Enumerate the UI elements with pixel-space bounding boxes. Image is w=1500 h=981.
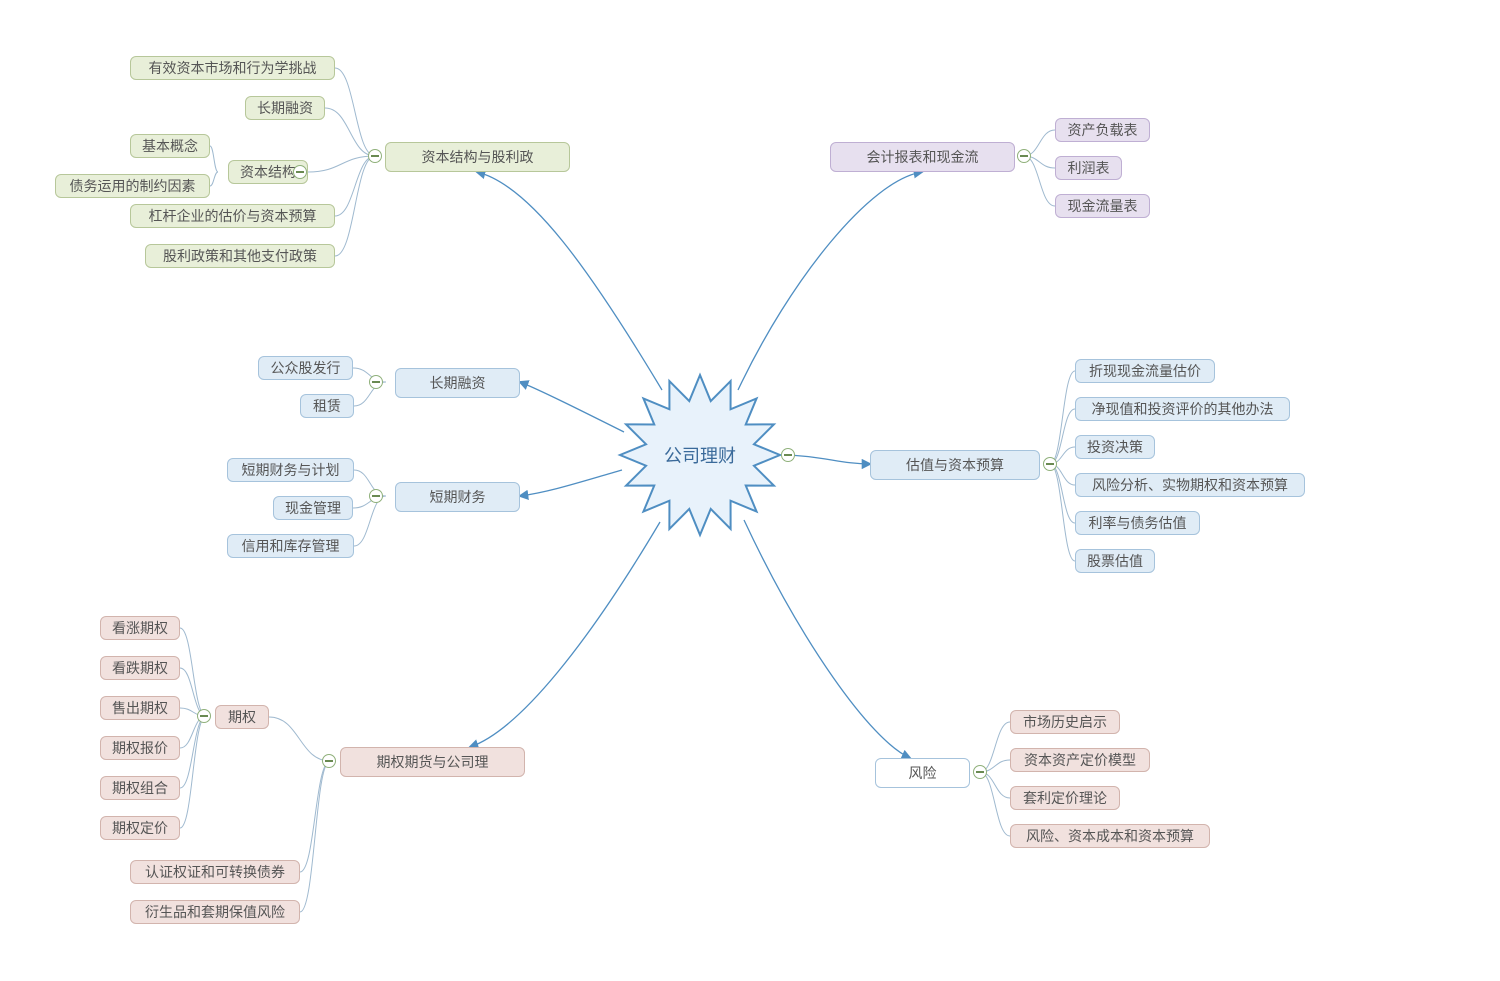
branch-valuation-label: 估值与资本预算: [906, 455, 1004, 475]
leaf-accounting-1-label: 利润表: [1068, 158, 1110, 178]
leaf-options-0-2-label: 售出期权: [112, 698, 168, 718]
branch-accounting[interactable]: 会计报表和现金流: [830, 142, 1015, 172]
leaf-accounting-0[interactable]: 资产负载表: [1055, 118, 1150, 142]
leaf-accounting-2-label: 现金流量表: [1068, 196, 1138, 216]
leaf-capstruct-0[interactable]: 有效资本市场和行为学挑战: [130, 56, 335, 80]
leaf-valuation-0[interactable]: 折现现金流量估价: [1075, 359, 1215, 383]
leaf-options-0-1-label: 看跌期权: [112, 658, 168, 678]
leaf-risk-1-label: 资本资产定价模型: [1024, 750, 1136, 770]
mindmap-canvas: 公司理财估值与资本预算 折现现金流量估价净现值和投资评价的其他办法投资决策风险分析…: [0, 0, 1500, 981]
leaf-options-0-3[interactable]: 期权报价: [100, 736, 180, 760]
branch-capstruct[interactable]: 资本结构与股利政: [385, 142, 570, 172]
leaf-capstruct-4[interactable]: 股利政策和其他支付政策: [145, 244, 335, 268]
leaf-longterm-0[interactable]: 公众股发行: [258, 356, 353, 380]
leaf-shortterm-1[interactable]: 现金管理: [273, 496, 353, 520]
leaf-options-0-5[interactable]: 期权定价: [100, 816, 180, 840]
branch-options-label: 期权期货与公司理: [377, 752, 489, 772]
leaf-longterm-1[interactable]: 租赁: [300, 394, 354, 418]
leaf-risk-0-label: 市场历史启示: [1023, 712, 1107, 732]
collapse-toggle-2[interactable]: [973, 765, 987, 779]
leaf-options-0-4[interactable]: 期权组合: [100, 776, 180, 800]
leaf-options-0-0[interactable]: 看涨期权: [100, 616, 180, 640]
leaf-risk-3[interactable]: 风险、资本成本和资本预算: [1010, 824, 1210, 848]
leaf-capstruct-2-1[interactable]: 债务运用的制约因素: [55, 174, 210, 198]
leaf-risk-0[interactable]: 市场历史启示: [1010, 710, 1120, 734]
leaf-accounting-0-label: 资产负载表: [1068, 120, 1138, 140]
leaf-risk-2[interactable]: 套利定价理论: [1010, 786, 1120, 810]
leaf-longterm-1-label: 租赁: [313, 396, 341, 416]
leaf-shortterm-2-label: 信用和库存管理: [242, 536, 340, 556]
branch-longterm-label: 长期融资: [430, 373, 486, 393]
leaf-capstruct-3[interactable]: 杠杆企业的估价与资本预算: [130, 204, 335, 228]
leaf-options-2-label: 衍生品和套期保值风险: [145, 902, 285, 922]
branch-accounting-label: 会计报表和现金流: [867, 147, 979, 167]
leaf-capstruct-2-label: 资本结构: [240, 162, 296, 182]
leaf-options-0-3-label: 期权报价: [112, 738, 168, 758]
leaf-valuation-4-label: 利率与债务估值: [1089, 513, 1187, 533]
collapse-toggle-9[interactable]: [197, 709, 211, 723]
branch-risk[interactable]: 风险: [875, 758, 970, 788]
collapse-toggle-3[interactable]: [1017, 149, 1031, 163]
leaf-risk-2-label: 套利定价理论: [1023, 788, 1107, 808]
center-node-label[interactable]: 公司理财: [664, 442, 736, 468]
leaf-capstruct-2-0[interactable]: 基本概念: [130, 134, 210, 158]
branch-longterm[interactable]: 长期融资: [395, 368, 520, 398]
leaf-longterm-0-label: 公众股发行: [271, 358, 341, 378]
collapse-toggle-5[interactable]: [293, 165, 307, 179]
leaf-options-0-5-label: 期权定价: [112, 818, 168, 838]
branch-risk-label: 风险: [909, 763, 937, 783]
leaf-options-1[interactable]: 认证权证和可转换债券: [130, 860, 300, 884]
leaf-valuation-2-label: 投资决策: [1087, 437, 1143, 457]
leaf-shortterm-2[interactable]: 信用和库存管理: [227, 534, 354, 558]
branch-shortterm[interactable]: 短期财务: [395, 482, 520, 512]
collapse-toggle-0[interactable]: [781, 448, 795, 462]
leaf-capstruct-1[interactable]: 长期融资: [245, 96, 325, 120]
leaf-capstruct-3-label: 杠杆企业的估价与资本预算: [149, 206, 317, 226]
leaf-options-0-4-label: 期权组合: [112, 778, 168, 798]
collapse-toggle-8[interactable]: [322, 754, 336, 768]
leaf-risk-1[interactable]: 资本资产定价模型: [1010, 748, 1150, 772]
branch-shortterm-label: 短期财务: [430, 487, 486, 507]
leaf-capstruct-2-0-label: 基本概念: [142, 136, 198, 156]
leaf-capstruct-2-1-label: 债务运用的制约因素: [70, 176, 196, 196]
leaf-valuation-5-label: 股票估值: [1087, 551, 1143, 571]
collapse-toggle-1[interactable]: [1043, 457, 1057, 471]
collapse-toggle-4[interactable]: [368, 149, 382, 163]
leaf-options-0[interactable]: 期权: [215, 705, 269, 729]
leaf-risk-3-label: 风险、资本成本和资本预算: [1026, 826, 1194, 846]
leaf-valuation-1-label: 净现值和投资评价的其他办法: [1092, 399, 1274, 419]
leaf-valuation-3-label: 风险分析、实物期权和资本预算: [1092, 475, 1288, 495]
collapse-toggle-7[interactable]: [369, 489, 383, 503]
leaf-valuation-4[interactable]: 利率与债务估值: [1075, 511, 1200, 535]
leaf-valuation-2[interactable]: 投资决策: [1075, 435, 1155, 459]
leaf-accounting-2[interactable]: 现金流量表: [1055, 194, 1150, 218]
leaf-capstruct-1-label: 长期融资: [257, 98, 313, 118]
leaf-shortterm-1-label: 现金管理: [285, 498, 341, 518]
leaf-options-2[interactable]: 衍生品和套期保值风险: [130, 900, 300, 924]
leaf-options-0-2[interactable]: 售出期权: [100, 696, 180, 720]
leaf-valuation-1[interactable]: 净现值和投资评价的其他办法: [1075, 397, 1290, 421]
collapse-toggle-6[interactable]: [369, 375, 383, 389]
leaf-options-1-label: 认证权证和可转换债券: [145, 862, 285, 882]
leaf-options-0-label: 期权: [228, 707, 256, 727]
leaf-valuation-0-label: 折现现金流量估价: [1089, 361, 1201, 381]
leaf-shortterm-0-label: 短期财务与计划: [242, 460, 340, 480]
leaf-capstruct-0-label: 有效资本市场和行为学挑战: [149, 58, 317, 78]
leaf-capstruct-4-label: 股利政策和其他支付政策: [163, 246, 317, 266]
leaf-valuation-3[interactable]: 风险分析、实物期权和资本预算: [1075, 473, 1305, 497]
leaf-options-0-0-label: 看涨期权: [112, 618, 168, 638]
branch-options[interactable]: 期权期货与公司理: [340, 747, 525, 777]
leaf-options-0-1[interactable]: 看跌期权: [100, 656, 180, 680]
leaf-shortterm-0[interactable]: 短期财务与计划: [227, 458, 354, 482]
leaf-valuation-5[interactable]: 股票估值: [1075, 549, 1155, 573]
branch-valuation[interactable]: 估值与资本预算: [870, 450, 1040, 480]
leaf-accounting-1[interactable]: 利润表: [1055, 156, 1122, 180]
branch-capstruct-label: 资本结构与股利政: [422, 147, 534, 167]
